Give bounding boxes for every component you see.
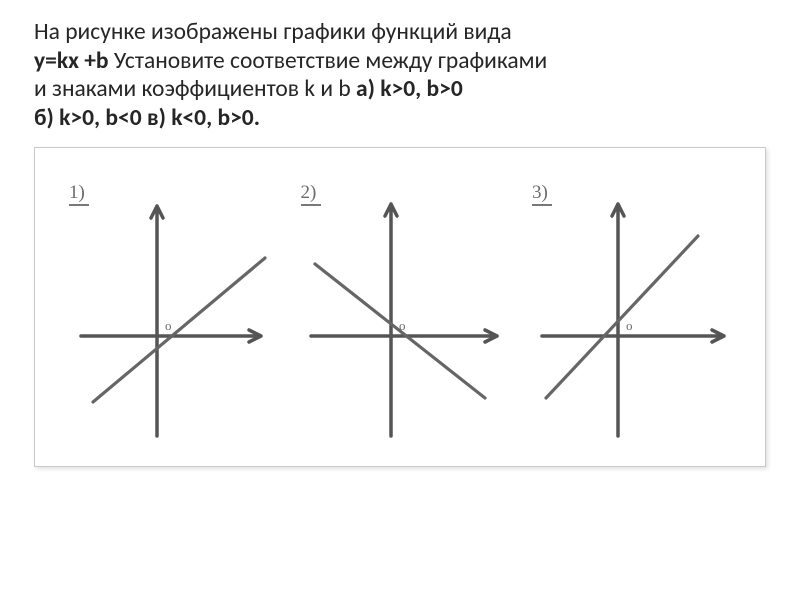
graph-cell-3: 3) о xyxy=(524,176,739,446)
graph-1-svg: о xyxy=(61,176,276,446)
slide: На рисунке изображены графики функций ви… xyxy=(0,0,800,600)
heading-line3a: и знаками коэффициентов k и b xyxy=(34,75,356,103)
heading-case-bv: б) k>0, b<0 в) k<0, b>0. xyxy=(34,104,260,132)
graph-label-1-underline xyxy=(69,204,89,206)
graph-cell-1: 1) о xyxy=(61,176,276,446)
graph-3-line xyxy=(546,236,698,398)
heading-text: На рисунке изображены графики функций ви… xyxy=(34,18,766,133)
graphs-panel: 1) о 2) о xyxy=(34,147,766,467)
graph-label-2: 2) xyxy=(301,182,321,206)
graph-label-3-text: 3) xyxy=(532,182,548,203)
heading-line2b: Установите соответствие между графиками xyxy=(109,47,548,75)
graph-label-1: 1) xyxy=(69,182,89,206)
graph-3-origin-label: о xyxy=(626,318,633,333)
graph-label-2-underline xyxy=(301,204,321,206)
graph-3-svg: о xyxy=(524,176,739,446)
graph-label-2-text: 2) xyxy=(301,182,317,203)
graph-1-origin-label: о xyxy=(165,318,172,333)
graph-2-origin-label: о xyxy=(399,318,406,333)
graph-2-svg: о xyxy=(293,176,508,446)
graph-1-line xyxy=(93,258,265,402)
heading-formula: y=kx +b xyxy=(34,47,109,75)
heading-case-a: а) k>0, b>0 xyxy=(356,75,463,103)
graph-1-y-axis xyxy=(151,206,163,436)
heading-line1: На рисунке изображены графики функций ви… xyxy=(34,18,512,46)
graph-label-3-underline xyxy=(532,204,552,206)
graph-cell-2: 2) о xyxy=(293,176,508,446)
graph-3-x-axis xyxy=(542,330,724,342)
graph-label-3: 3) xyxy=(532,182,552,206)
graph-label-1-text: 1) xyxy=(69,182,85,203)
